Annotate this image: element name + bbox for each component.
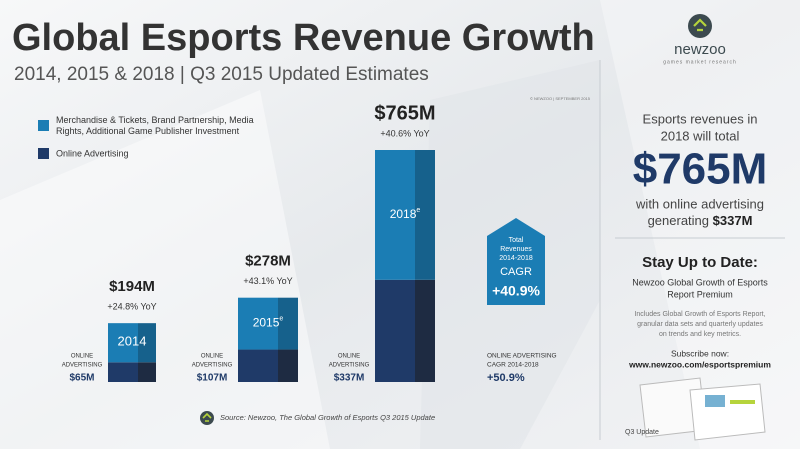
stay: Stay Up to Date: — [642, 254, 758, 271]
logo: newzoo — [674, 41, 726, 58]
bar-segment — [375, 279, 415, 382]
segment-label: ADVERTISING — [329, 363, 370, 369]
bar-segment — [238, 297, 278, 350]
estimate-mark: e — [279, 315, 283, 322]
bar-segment-side — [138, 362, 156, 382]
includes: on trends and key metrics. — [659, 331, 741, 338]
legend-label-line: Rights, Additional Game Publisher Invest… — [56, 126, 240, 136]
growth-label: +24.8% YoY — [107, 302, 156, 312]
category-label: 2014 — [118, 334, 147, 349]
cagr-line: Revenues — [500, 246, 532, 253]
segment-label: ADVERTISING — [192, 363, 233, 369]
side-value: $337M — [713, 213, 753, 228]
segment-label: ONLINE — [338, 354, 360, 360]
cagr-heading: CAGR — [500, 266, 532, 278]
side-text: with online advertising — [635, 196, 764, 211]
report-page — [689, 383, 766, 441]
category-label: 2015e — [253, 315, 284, 329]
side-text-part: generating — [648, 213, 709, 228]
title: Global Esports Revenue Growth — [12, 17, 595, 59]
total-label: $278M — [245, 253, 291, 270]
source: Source: Newzoo, The Global Growth of Esp… — [220, 413, 435, 422]
segment-label: ADVERTISING — [62, 363, 103, 369]
online-cagr-value: +50.9% — [487, 372, 525, 384]
bg-shape — [600, 0, 800, 449]
tagline: games market research — [663, 59, 737, 65]
cagr-box — [487, 218, 545, 305]
legend-swatch — [38, 148, 49, 159]
growth-label: +43.1% YoY — [243, 276, 292, 286]
legend-swatch — [38, 120, 49, 131]
includes: Includes Global Growth of Esports Report… — [634, 311, 765, 318]
segment-value: $337M — [334, 373, 365, 384]
estimate-mark: e — [416, 207, 420, 214]
bar-segment-side — [415, 150, 435, 280]
report-figure — [705, 395, 725, 407]
side-text: Esports revenues in — [643, 111, 758, 126]
bar-segment — [108, 323, 138, 363]
online-cagr-line: CAGR 2014-2018 — [487, 362, 539, 369]
cagr-line: Total — [509, 237, 524, 244]
url[interactable]: www.newzoo.com/esportspremium — [628, 359, 771, 369]
segment-value: $107M — [197, 373, 228, 384]
includes: granular data sets and quarterly updates — [637, 321, 763, 328]
report: Newzoo Global Growth of Esports — [632, 277, 768, 287]
badge: Q3 Update — [625, 429, 659, 436]
category-text: 2014 — [118, 334, 147, 349]
category-text: 2018 — [390, 207, 417, 221]
segment-label: ONLINE — [201, 354, 223, 360]
bar-segment — [108, 362, 138, 382]
legend-label: Merchandise & Tickets, Brand Partnership… — [56, 115, 256, 136]
report: Report Premium — [667, 289, 733, 299]
cagr-line: 2014-2018 — [499, 255, 533, 262]
total-label: $194M — [109, 278, 155, 295]
legend-label: Online Advertising — [56, 148, 129, 158]
report-figure — [730, 400, 755, 404]
category-text: 2015 — [253, 316, 280, 330]
bar-segment-side — [138, 323, 156, 363]
bar-segment-side — [278, 349, 298, 382]
bar-segment — [375, 150, 415, 280]
cagr-value: +40.9% — [492, 283, 540, 299]
legend-label-line: Merchandise & Tickets, Brand Partnership… — [56, 115, 254, 125]
bar-segment — [238, 349, 278, 382]
subscribe: Subscribe now: — [671, 348, 729, 358]
side-text: generating $337M — [648, 213, 753, 228]
logo-icon — [688, 14, 712, 38]
total-label: $765M — [374, 102, 435, 124]
bar-segment-side — [278, 297, 298, 350]
logo-icon-mark — [693, 18, 707, 32]
copyright: © NEWZOO | SEPTEMBER 2015 — [530, 96, 591, 101]
online-cagr-line: ONLINE ADVERTISING — [487, 353, 557, 360]
category-label: 2018e — [390, 207, 421, 221]
bar-segment-side — [415, 279, 435, 382]
report-preview — [639, 377, 766, 441]
subtitle: 2014, 2015 & 2018 | Q3 2015 Updated Esti… — [14, 64, 429, 85]
side-text: 2018 will total — [661, 128, 740, 143]
side-headline: $765M — [633, 145, 768, 194]
growth-label: +40.6% YoY — [380, 128, 429, 138]
source-icon-mark — [202, 412, 212, 422]
segment-value: $65M — [69, 373, 94, 384]
source-icon — [200, 411, 214, 425]
segment-label: ONLINE — [71, 354, 93, 360]
